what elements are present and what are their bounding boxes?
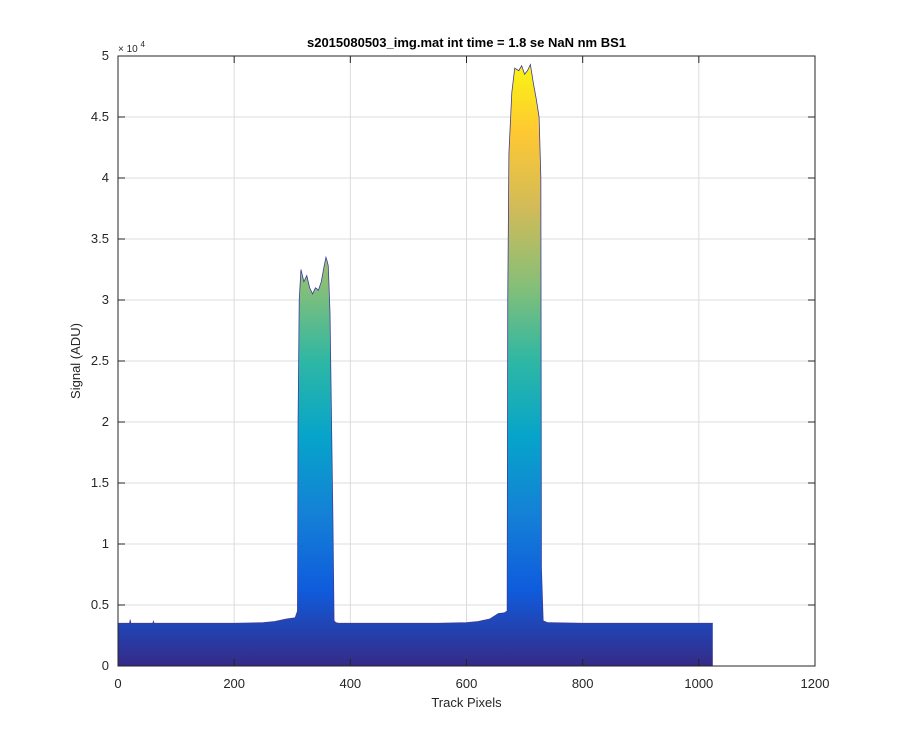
y-axis-exponent: × 10 4: [118, 40, 146, 55]
y-tick-label: 2: [102, 414, 109, 429]
signal-line: [118, 63, 713, 624]
x-tick-label: 1200: [801, 676, 830, 691]
y-tick-label: 4.5: [91, 109, 109, 124]
y-tick-label: 3.5: [91, 231, 109, 246]
y-tick-label: 5: [102, 48, 109, 63]
y-tick-label: 0.5: [91, 597, 109, 612]
y-tick-label: 3: [102, 292, 109, 307]
x-tick-label: 400: [339, 676, 361, 691]
y-tick-label: 4: [102, 170, 109, 185]
grid-lines: [118, 56, 815, 666]
y-tick-label: 0: [102, 658, 109, 673]
x-tick-label: 800: [572, 676, 594, 691]
x-axis-label: Track Pixels: [431, 695, 502, 710]
chart-title: s2015080503_img.mat int time = 1.8 se Na…: [307, 35, 626, 50]
y-tick-label: 1.5: [91, 475, 109, 490]
data-series: [118, 63, 713, 667]
y-axis-label: Signal (ADU): [68, 323, 83, 399]
y-tick-label: 1: [102, 536, 109, 551]
y-tick-label: 2.5: [91, 353, 109, 368]
axis-ticks: 0 200 400 600 800 1000 1200 0 0.5 1 1.5 2 2.5 3 3.5 4 4.…: [91, 48, 830, 691]
x-tick-label: 600: [456, 676, 478, 691]
y-axis-exponent-base: × 10: [118, 44, 138, 55]
signal-area: [118, 64, 713, 667]
x-tick-label: 1000: [684, 676, 713, 691]
x-tick-label: 200: [223, 676, 245, 691]
x-tick-label: 0: [114, 676, 121, 691]
y-axis-exponent-power: 4: [141, 40, 146, 49]
